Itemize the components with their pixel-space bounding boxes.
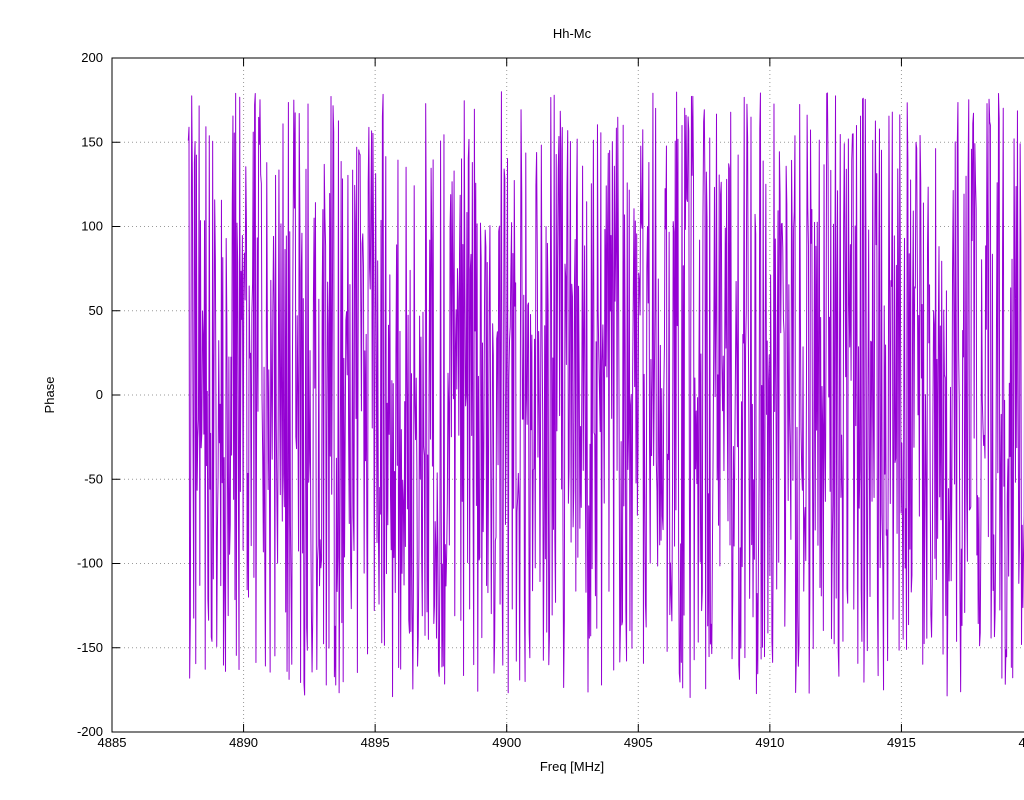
y-tick-label: 200 bbox=[81, 50, 103, 65]
x-tick-label: 4890 bbox=[229, 735, 258, 750]
y-axis-label: Phase bbox=[42, 377, 57, 414]
phase-chart-figure: 4885 4890 4895 4900 4905 4910 4915 4920 -200 -150… bbox=[40, 16, 1024, 784]
y-tick-label: -50 bbox=[84, 471, 103, 486]
x-tick-label: 4915 bbox=[887, 735, 916, 750]
y-tick-label: 0 bbox=[96, 387, 103, 402]
x-tick-label: 4920 bbox=[1019, 735, 1024, 750]
x-tick-label: 4885 bbox=[98, 735, 127, 750]
y-tick-label: -150 bbox=[77, 640, 103, 655]
x-tick-label: 4905 bbox=[624, 735, 653, 750]
x-tick-label: 4900 bbox=[492, 735, 521, 750]
y-tick-label: 50 bbox=[89, 303, 103, 318]
y-tick-label: -100 bbox=[77, 556, 103, 571]
y-tick-label: 150 bbox=[81, 134, 103, 149]
x-axis-label: Freq [MHz] bbox=[540, 759, 604, 774]
y-tick-label: -200 bbox=[77, 724, 103, 739]
tick-labels: 4885 4890 4895 4900 4905 4910 4915 4920 -200 -150… bbox=[77, 50, 1024, 750]
axis-ticks bbox=[111, 57, 902, 733]
x-tick-label: 4910 bbox=[755, 735, 784, 750]
data-series-layer bbox=[187, 91, 1024, 698]
y-tick-label: 100 bbox=[81, 219, 103, 234]
chart-title: Hh-Mc bbox=[553, 26, 592, 41]
x-tick-label: 4895 bbox=[361, 735, 390, 750]
plot-canvas: 4885 4890 4895 4900 4905 4910 4915 4920 -200 -150… bbox=[42, 26, 1024, 774]
series-line-hh-mc bbox=[187, 91, 1024, 698]
